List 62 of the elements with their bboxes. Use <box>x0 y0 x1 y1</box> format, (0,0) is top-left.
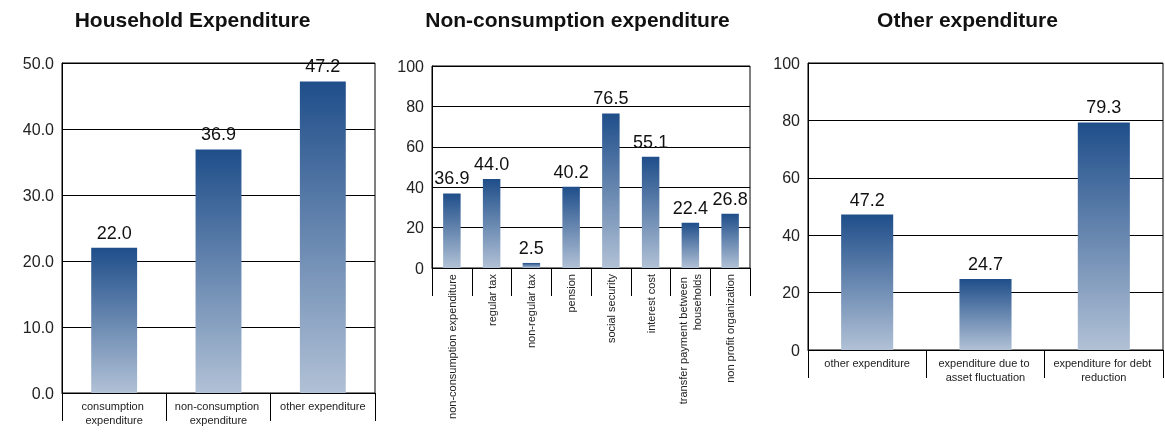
chart-title: Other expenditure <box>877 8 1058 31</box>
data-label: 47.2 <box>849 189 885 210</box>
x-tick-label: other expenditure <box>280 400 366 412</box>
y-tick-label: 20 <box>406 219 425 237</box>
data-label: 26.8 <box>712 188 748 209</box>
data-label: 22.4 <box>672 197 708 218</box>
y-tick-label: 60 <box>406 138 425 156</box>
x-tick-label: non-regular tax <box>525 273 538 348</box>
data-label: 76.5 <box>593 88 629 109</box>
y-tick-label: 50.0 <box>22 54 55 72</box>
data-label: 24.7 <box>967 254 1004 275</box>
x-tick-label: interest cost <box>644 274 657 334</box>
x-tick-label: other expenditure <box>824 357 910 369</box>
y-tick-label: 80 <box>406 97 425 115</box>
y-tick-label: 10.0 <box>22 318 55 336</box>
data-label: 40.2 <box>553 161 589 182</box>
x-tick-label: non profit organization <box>724 274 737 383</box>
data-label: 22.0 <box>96 222 132 243</box>
data-label: 44.0 <box>474 154 510 175</box>
bar <box>562 186 580 268</box>
chart-title: Non-consumption expenditure <box>425 8 730 31</box>
y-tick-label: 40.0 <box>22 120 55 138</box>
y-tick-label: 20.0 <box>22 252 55 270</box>
bar <box>602 113 620 268</box>
x-tick-label: expenditure for debt reduction <box>1053 357 1155 383</box>
y-tick-label: 20 <box>782 284 801 302</box>
y-tick-label: 80 <box>782 111 801 129</box>
data-label: 36.9 <box>200 124 237 145</box>
bar <box>91 247 138 393</box>
data-label: 36.9 <box>434 168 470 189</box>
x-tick-label: expenditure due to asset fluctuation <box>938 357 1033 383</box>
x-tick-label: transfer payment between households <box>677 273 704 405</box>
bar <box>681 222 700 268</box>
bar <box>641 156 660 268</box>
bar <box>195 149 242 393</box>
bar <box>1077 122 1130 350</box>
x-tick-label: pension <box>565 274 578 313</box>
bar <box>443 193 461 268</box>
bar <box>959 279 1012 350</box>
y-tick-label: 0 <box>415 259 425 277</box>
y-tick-label: 100 <box>397 57 425 75</box>
bar <box>299 81 346 393</box>
y-tick-label: 100 <box>773 54 801 72</box>
y-tick-label: 40 <box>406 178 425 196</box>
y-tick-label: 0.0 <box>31 384 55 402</box>
x-tick-label: social security <box>604 273 617 344</box>
y-tick-label: 0 <box>791 341 801 359</box>
bar <box>721 213 739 268</box>
data-label: 79.3 <box>1086 97 1122 118</box>
x-tick-label: regular tax <box>485 273 498 326</box>
x-tick-label: non-consumption expenditure <box>174 400 263 426</box>
bar <box>482 179 501 268</box>
bar <box>522 262 541 268</box>
bar <box>841 214 894 350</box>
y-tick-label: 30.0 <box>22 186 55 204</box>
y-tick-label: 60 <box>782 169 801 187</box>
chart-title: Household Expenditure <box>74 8 311 31</box>
data-label: 2.5 <box>518 237 544 258</box>
y-tick-label: 40 <box>782 226 801 244</box>
data-label: 55.1 <box>633 131 669 152</box>
x-tick-label: consumption expenditure <box>81 400 147 426</box>
x-tick-label: non-consumption expenditure <box>445 274 458 419</box>
